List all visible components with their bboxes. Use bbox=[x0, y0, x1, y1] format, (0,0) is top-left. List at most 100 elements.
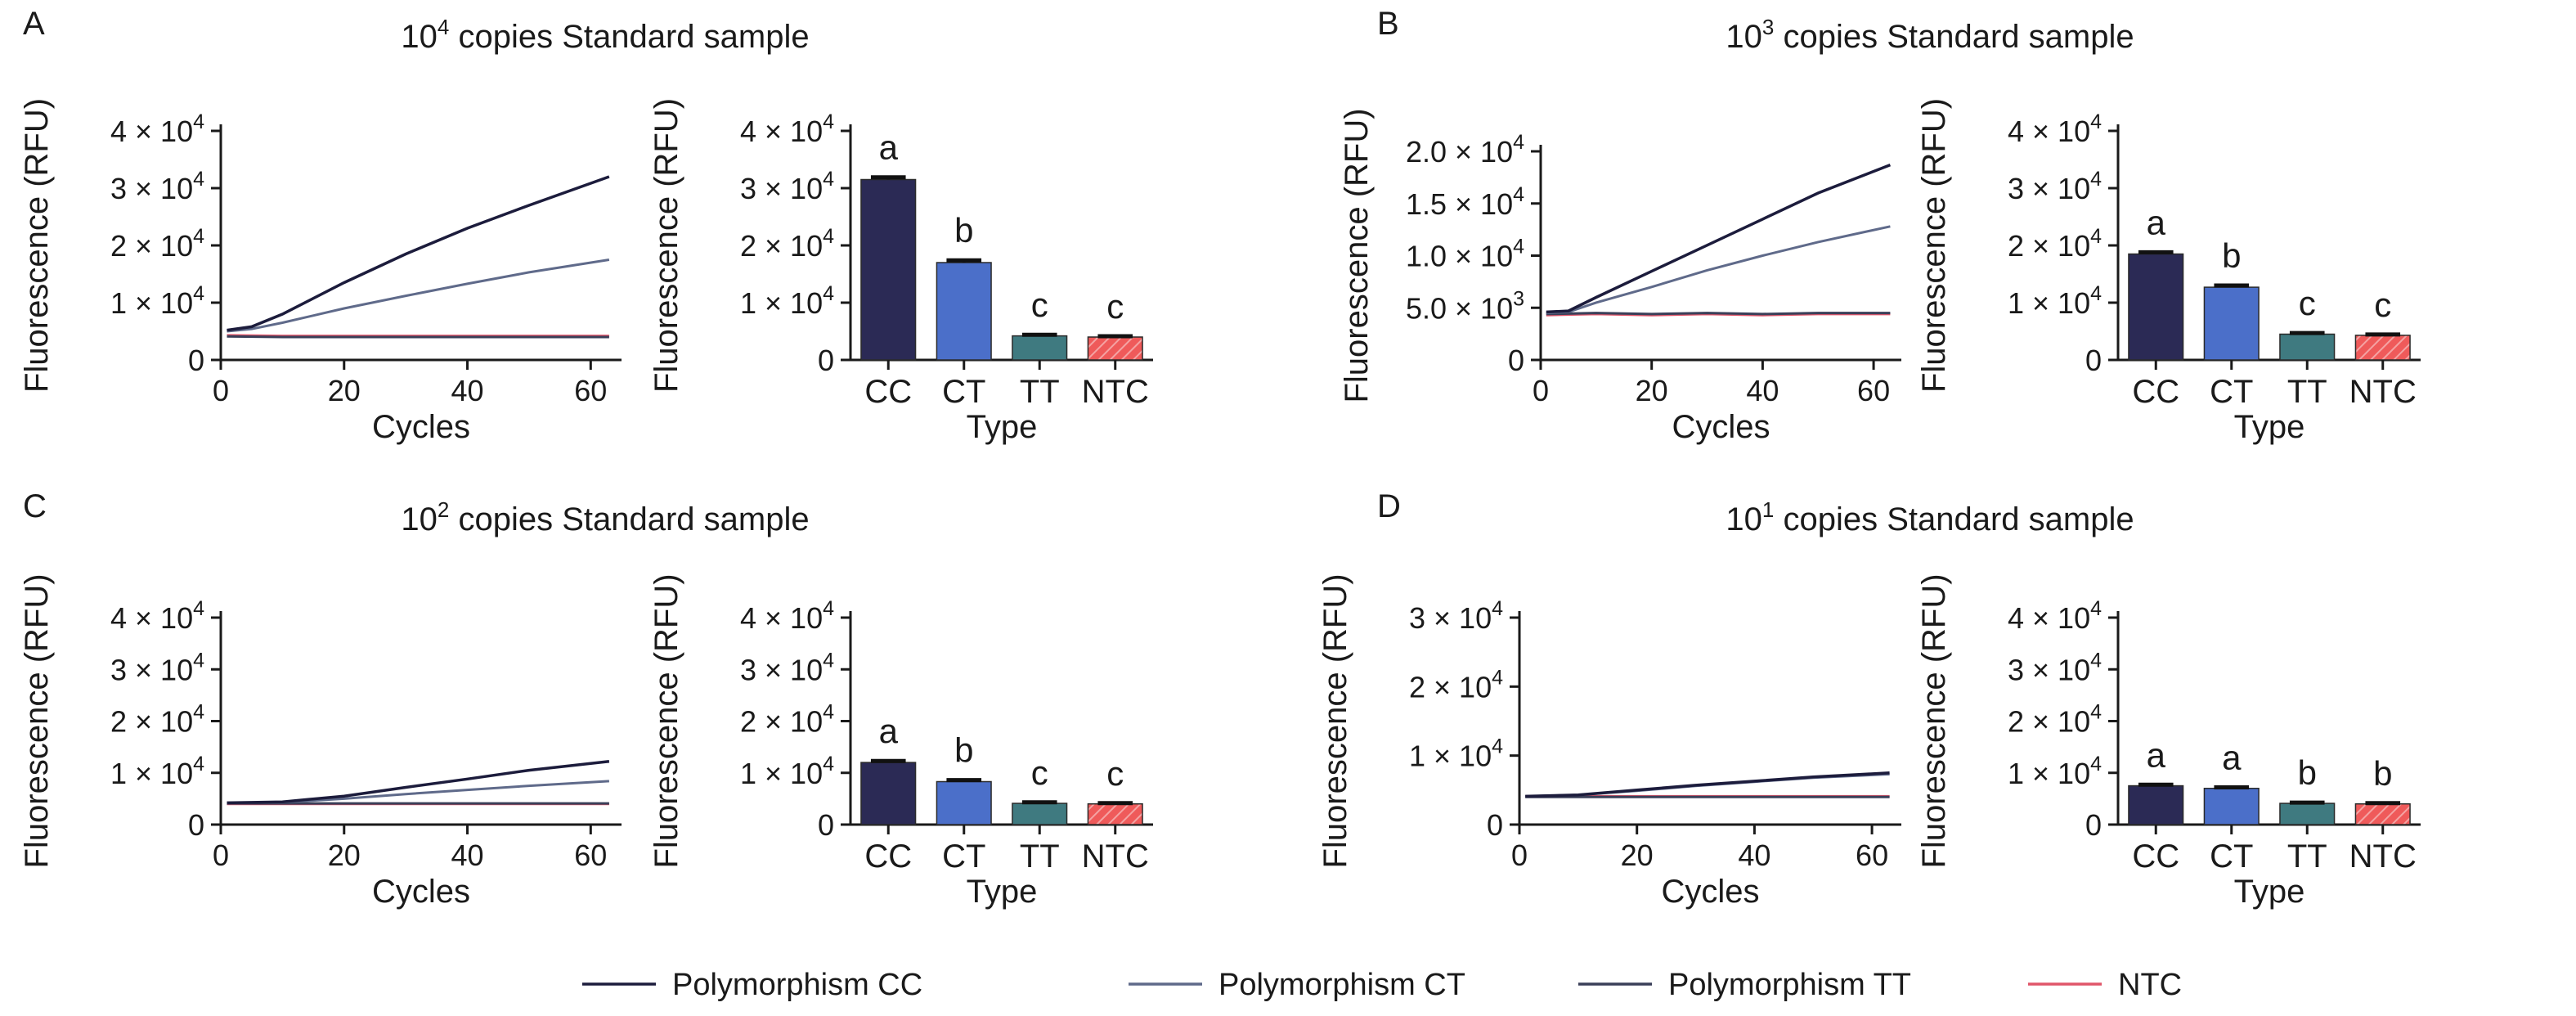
series-line-tt-a bbox=[227, 335, 609, 339]
line-x-label-b: Cycles bbox=[1672, 409, 1770, 445]
line-y-tick-label-a: 4 × 104 bbox=[110, 110, 204, 148]
bar-cc-c bbox=[860, 762, 917, 825]
series-line-cc-d bbox=[1525, 771, 1890, 798]
line-x-tick-label-c: 0 bbox=[213, 838, 229, 872]
line-y-tick-label-c: 4 × 104 bbox=[110, 597, 204, 635]
bar-y-tick-label-c: 0 bbox=[818, 808, 834, 842]
series-line-ntc-a bbox=[227, 334, 609, 338]
bar-y-tick-label-b: 2 × 104 bbox=[2008, 225, 2102, 263]
bar-x-label-a: Type bbox=[967, 409, 1038, 445]
bar-category-label-ntc-a: NTC bbox=[1082, 374, 1149, 410]
sig-letter-ntc-d: b bbox=[2373, 754, 2392, 793]
bar-category-label-ct-c: CT bbox=[942, 838, 985, 874]
bar-category-label-tt-c: TT bbox=[1020, 838, 1060, 874]
bar-y-tick-label-a: 0 bbox=[818, 344, 834, 377]
bar-y-tick-label-b: 1 × 104 bbox=[2008, 282, 2102, 320]
line-y-tick-label-c: 3 × 104 bbox=[110, 649, 204, 686]
line-x-tick-label-b: 0 bbox=[1533, 374, 1549, 407]
bar-category-label-cc-b: CC bbox=[2132, 374, 2179, 410]
legend-label-ntc: NTC bbox=[2118, 968, 2182, 1002]
bar-y-tick-label-d: 0 bbox=[2085, 808, 2102, 842]
line-y-tick-label-b: 1.0 × 104 bbox=[1406, 236, 1524, 273]
bar-category-label-ct-a: CT bbox=[942, 374, 985, 410]
legend-label-ct: Polymorphism CT bbox=[1218, 968, 1465, 1002]
sig-letter-cc-a: a bbox=[879, 128, 899, 167]
series-line-tt-b bbox=[1546, 312, 1891, 316]
bar-y-label-c: Fluorescence (RFU) bbox=[648, 573, 684, 868]
line-y-tick-label-b: 1.5 × 104 bbox=[1406, 183, 1524, 221]
bar-y-tick-label-c: 3 × 104 bbox=[740, 649, 834, 686]
bar-category-label-cc-a: CC bbox=[864, 374, 912, 410]
panel-letter-a: A bbox=[23, 6, 45, 42]
bar-ct-d bbox=[2203, 787, 2260, 825]
bar-category-label-ct-d: CT bbox=[2210, 838, 2253, 874]
line-x-tick-label-d: 40 bbox=[1738, 838, 1770, 872]
line-y-tick-label-c: 2 × 104 bbox=[110, 701, 204, 739]
bar-tt-b bbox=[2279, 333, 2336, 361]
line-x-tick-label-c: 20 bbox=[328, 838, 361, 872]
bar-y-tick-label-c: 2 × 104 bbox=[740, 701, 834, 739]
line-x-tick-label-a: 20 bbox=[328, 374, 361, 407]
sig-letter-tt-c: c bbox=[1031, 753, 1048, 792]
line-x-tick-label-a: 0 bbox=[213, 374, 229, 407]
series-line-ct-a bbox=[227, 258, 610, 333]
bar-x-label-d: Type bbox=[2234, 874, 2305, 910]
line-y-label-a: Fluorescence (RFU) bbox=[19, 98, 55, 393]
bar-category-label-cc-c: CC bbox=[864, 838, 912, 874]
bar-cc-a bbox=[860, 178, 917, 361]
bar-ntc-b bbox=[2354, 335, 2411, 361]
line-y-tick-label-b: 5.0 × 103 bbox=[1406, 287, 1524, 325]
bar-y-label-d: Fluorescence (RFU) bbox=[1916, 573, 1952, 868]
line-x-tick-label-d: 60 bbox=[1856, 838, 1888, 872]
line-y-label-b: Fluorescence (RFU) bbox=[1339, 108, 1375, 402]
bar-ct-b bbox=[2203, 286, 2260, 361]
series-line-cc-a bbox=[227, 175, 610, 332]
bar-tt-d bbox=[2279, 802, 2336, 825]
sig-letter-tt-d: b bbox=[2298, 753, 2317, 792]
bar-ntc-a bbox=[1087, 336, 1143, 361]
sig-letter-tt-a: c bbox=[1031, 285, 1048, 324]
line-y-tick-label-a: 1 × 104 bbox=[110, 282, 204, 320]
bar-y-tick-label-b: 0 bbox=[2085, 344, 2102, 377]
line-y-tick-label-c: 1 × 104 bbox=[110, 753, 204, 790]
bar-y-tick-label-b: 3 × 104 bbox=[2008, 168, 2102, 205]
bar-ntc-d bbox=[2354, 802, 2411, 825]
line-y-tick-label-c: 0 bbox=[188, 808, 204, 842]
line-x-tick-label-b: 20 bbox=[1636, 374, 1668, 407]
series-line-cc-b bbox=[1546, 163, 1892, 314]
line-x-label-a: Cycles bbox=[372, 409, 470, 445]
line-y-tick-label-d: 2 × 104 bbox=[1409, 666, 1503, 704]
bar-category-label-ntc-b: NTC bbox=[2349, 374, 2417, 410]
bar-y-tick-label-c: 1 × 104 bbox=[740, 753, 834, 790]
line-y-tick-label-d: 3 × 104 bbox=[1409, 597, 1503, 635]
bar-y-tick-label-b: 4 × 104 bbox=[2008, 110, 2102, 148]
bar-x-label-c: Type bbox=[967, 874, 1038, 910]
bar-ct-c bbox=[936, 780, 992, 825]
line-x-tick-label-b: 60 bbox=[1857, 374, 1890, 407]
series-line-cc-c bbox=[227, 760, 610, 805]
bar-category-label-tt-d: TT bbox=[2287, 838, 2327, 874]
sig-letter-ntc-a: c bbox=[1106, 287, 1124, 326]
sig-letter-ct-c: b bbox=[954, 731, 973, 770]
bar-ct-a bbox=[936, 262, 992, 361]
line-x-label-d: Cycles bbox=[1661, 874, 1759, 910]
sig-letter-cc-b: a bbox=[2147, 203, 2166, 241]
bar-y-tick-label-d: 1 × 104 bbox=[2008, 753, 2102, 790]
panel-title-b: 103 copies Standard sample bbox=[1726, 15, 2134, 55]
line-y-tick-label-d: 1 × 104 bbox=[1409, 735, 1503, 773]
bar-y-tick-label-a: 2 × 104 bbox=[740, 225, 834, 263]
sig-letter-ntc-c: c bbox=[1106, 754, 1124, 793]
series-line-ct-b bbox=[1546, 225, 1891, 315]
panel-title-c: 102 copies Standard sample bbox=[401, 497, 809, 537]
line-y-tick-label-b: 0 bbox=[1508, 344, 1524, 377]
legend-label-cc: Polymorphism CC bbox=[672, 968, 922, 1002]
sig-letter-tt-b: c bbox=[2299, 284, 2316, 322]
sig-letter-ct-b: b bbox=[2222, 236, 2241, 275]
line-y-tick-label-b: 2.0 × 104 bbox=[1406, 131, 1524, 169]
bar-category-label-tt-b: TT bbox=[2287, 374, 2327, 410]
line-y-label-c: Fluorescence (RFU) bbox=[19, 573, 55, 868]
panel-title-a: 104 copies Standard sample bbox=[401, 15, 809, 55]
bar-category-label-ntc-c: NTC bbox=[1082, 838, 1149, 874]
